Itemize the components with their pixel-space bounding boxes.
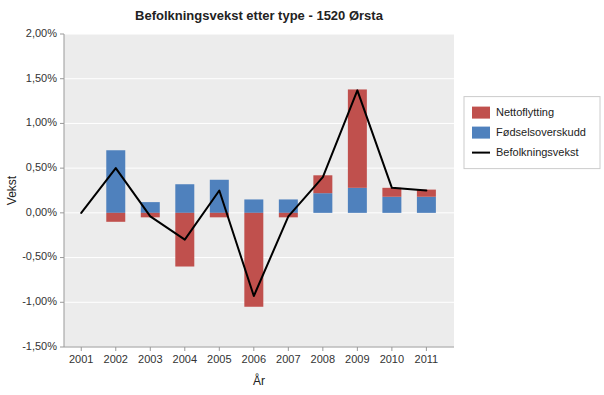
- bar: [106, 213, 125, 222]
- legend-label: Nettoflytting: [496, 106, 554, 118]
- x-tick-label: 2009: [345, 353, 369, 365]
- x-tick: [253, 347, 254, 351]
- y-tick-label: -0,50%: [22, 250, 57, 262]
- x-tick-label: 2002: [104, 353, 128, 365]
- grid: [64, 34, 454, 347]
- title: Befolkningsvekst etter type - 1520 Ørsta: [135, 8, 384, 23]
- bar: [244, 199, 263, 212]
- x-tick: [426, 347, 427, 351]
- y-tick: [60, 123, 64, 124]
- x-tick-label: 2006: [242, 353, 266, 365]
- legend-swatch: [472, 152, 490, 154]
- axes: -1,50% -1,00% -0,50% 0,00% 0,50% 1,00% 1,50% 2,…: [22, 27, 454, 365]
- plot-area: [64, 34, 454, 347]
- bar: [106, 150, 125, 213]
- y-axis-label: Vekst: [5, 175, 19, 205]
- y-tick: [60, 257, 64, 258]
- y-tick-label: 0,00%: [26, 206, 57, 218]
- x-tick-label: 2003: [138, 353, 162, 365]
- y-tick-label: 1,50%: [26, 72, 57, 84]
- bar: [348, 89, 367, 187]
- y-tick-label: -1,00%: [22, 295, 57, 307]
- y-tick: [60, 212, 64, 213]
- line: [81, 90, 426, 296]
- legend-swatch: [472, 127, 490, 139]
- legend-box: [464, 97, 600, 169]
- x-tick: [81, 347, 82, 351]
- x-tick: [150, 347, 151, 351]
- x-tick-label: 2008: [311, 353, 335, 365]
- background: [0, 0, 604, 395]
- bar: [382, 197, 401, 213]
- y-tick-label: 1,00%: [26, 116, 57, 128]
- legend-label: Fødselsoverskudd: [496, 126, 586, 138]
- x-tick: [219, 347, 220, 351]
- x-tick-label: 2004: [173, 353, 197, 365]
- y-tick: [60, 302, 64, 303]
- bar: [313, 193, 332, 213]
- x-tick-label: 2005: [207, 353, 231, 365]
- x-tick: [391, 347, 392, 351]
- x-axis-line: [64, 347, 454, 348]
- grid-line: [64, 78, 454, 79]
- chart: -1,50% -1,00% -0,50% 0,00% 0,50% 1,00% 1,50% 2,…: [0, 0, 604, 395]
- bar: [348, 188, 367, 213]
- x-tick-label: 2007: [276, 353, 300, 365]
- bar: [244, 213, 263, 307]
- y-tick: [60, 78, 64, 79]
- bar: [417, 197, 436, 213]
- grid-line: [64, 123, 454, 124]
- x-tick: [184, 347, 185, 351]
- plot-marks: [81, 89, 436, 306]
- y-axis-line: [64, 34, 65, 347]
- legend: Nettoflytting Fødselsoverskudd Befolknings…: [464, 97, 600, 169]
- bars: [106, 89, 436, 306]
- y-tick: [60, 34, 64, 35]
- x-tick-label: 2011: [415, 353, 439, 365]
- y-tick-label: 0,50%: [26, 161, 57, 173]
- grid-line: [64, 34, 454, 35]
- bar: [175, 184, 194, 213]
- y-tick-label: 2,00%: [26, 27, 57, 39]
- x-tick: [288, 347, 289, 351]
- legend-label: Befolkningsvekst: [496, 146, 579, 158]
- x-axis-label: År: [253, 373, 265, 388]
- y-tick-label: -1,50%: [22, 340, 57, 352]
- x-tick: [357, 347, 358, 351]
- legend-swatch: [472, 107, 490, 119]
- x-tick-label: 2001: [69, 353, 93, 365]
- grid-line: [64, 347, 454, 348]
- y-tick: [60, 168, 64, 169]
- x-tick: [115, 347, 116, 351]
- bar: [279, 199, 298, 212]
- x-tick: [322, 347, 323, 351]
- chart-container: -1,50% -1,00% -0,50% 0,00% 0,50% 1,00% 1,50% 2,…: [0, 0, 604, 395]
- y-tick: [60, 347, 64, 348]
- x-tick-label: 2010: [380, 353, 404, 365]
